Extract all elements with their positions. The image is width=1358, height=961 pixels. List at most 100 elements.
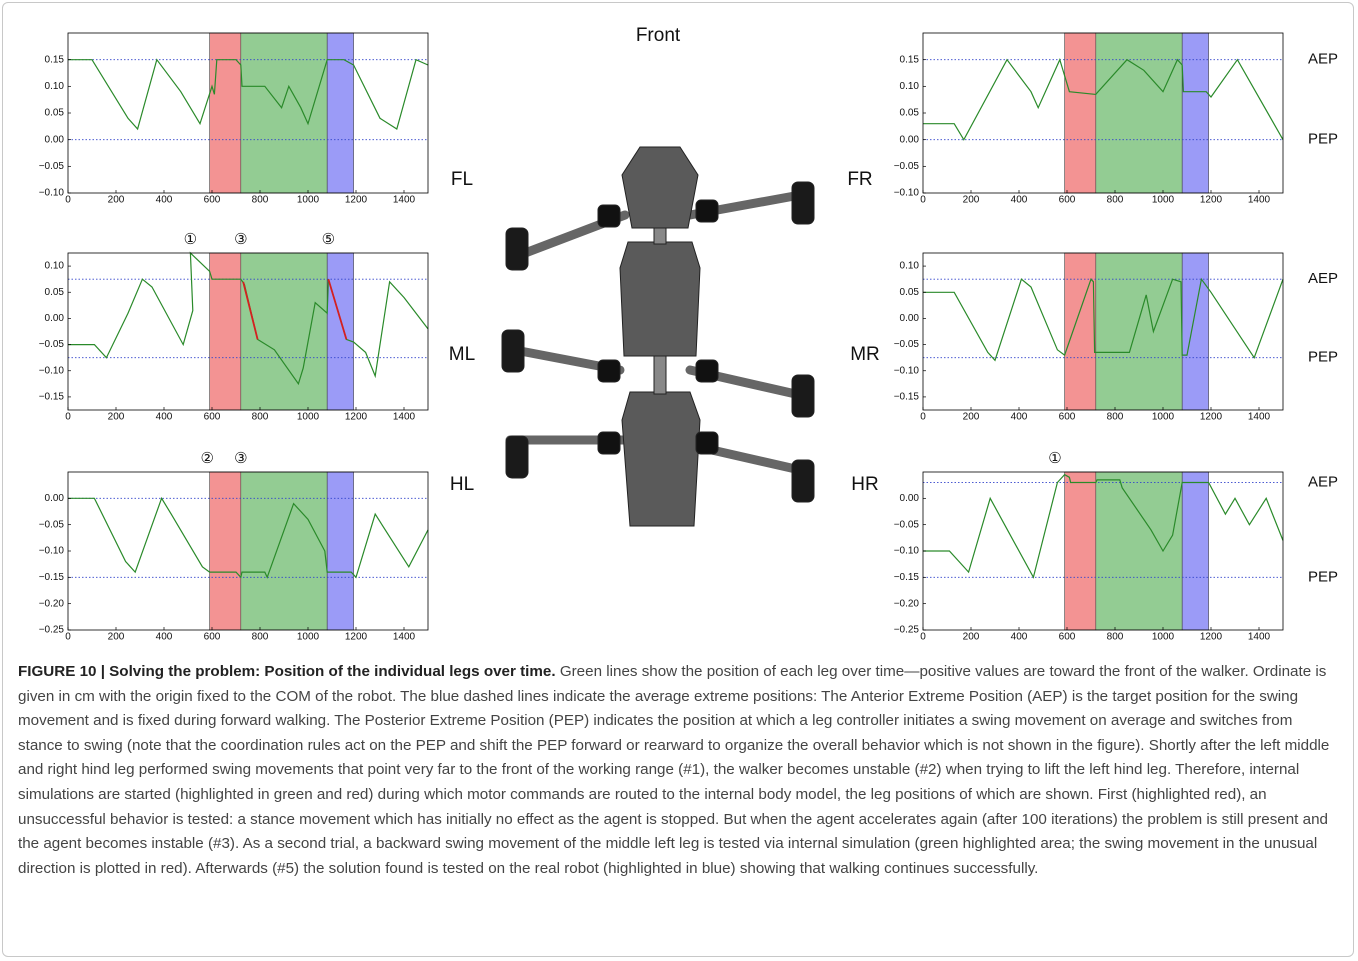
robot-illustration	[501, 146, 815, 527]
highlight-span	[1181, 32, 1209, 194]
x-tick-label: 1200	[345, 632, 368, 643]
highlight-span	[1095, 252, 1183, 411]
y-tick-label: −0.10	[894, 365, 920, 376]
x-tick-label: 1000	[1152, 632, 1175, 643]
x-tick-label: 0	[920, 195, 926, 206]
x-tick-label: 400	[1011, 632, 1028, 643]
x-tick-label: 1400	[393, 632, 416, 643]
event-marker: ①	[184, 231, 197, 248]
x-tick-label: 400	[156, 412, 173, 423]
axes-frame	[67, 252, 429, 411]
leg-position-line	[68, 496, 429, 579]
highlight-span	[326, 471, 354, 631]
highlight-span	[1181, 252, 1209, 411]
y-tick-label: −0.05	[894, 339, 920, 350]
leg-position-line	[68, 58, 429, 131]
x-tick-label: 1400	[1248, 195, 1271, 206]
event-marker: ①	[1048, 450, 1061, 467]
x-tick-label: 1400	[393, 195, 416, 206]
y-tick-label: −0.15	[39, 392, 65, 403]
leg-position-line	[327, 278, 348, 340]
y-tick-label: −0.10	[39, 546, 65, 557]
highlight-span	[1064, 471, 1097, 631]
x-tick-label: 600	[204, 632, 221, 643]
caption: FIGURE 10 | Solving the problem: Positio…	[18, 660, 1340, 881]
y-tick-label: −0.05	[894, 161, 920, 172]
y-tick-label: −0.25	[39, 625, 65, 636]
y-tick-label: 0.05	[45, 287, 65, 298]
x-tick-label: 600	[204, 412, 221, 423]
y-tick-label: −0.10	[894, 546, 920, 557]
x-tick-label: 800	[1107, 412, 1124, 423]
x-tick-label: 0	[920, 412, 926, 423]
leg-label: ML	[449, 344, 475, 365]
y-tick-label: 0.00	[45, 313, 65, 324]
x-tick-label: 1400	[393, 412, 416, 423]
x-tick-label: 200	[108, 412, 125, 423]
x-tick-label: 1000	[297, 412, 320, 423]
figure: Front 0 200 400 600 800 1000 1200 1400 −0.10 −0.0…	[39, 25, 1338, 643]
reference-label: PEP	[1308, 568, 1338, 585]
x-tick-label: 1200	[1200, 195, 1223, 206]
y-tick-label: −0.15	[39, 572, 65, 583]
y-tick-label: −0.10	[39, 365, 65, 376]
y-tick-label: 0.00	[45, 493, 65, 504]
leg-position-line	[242, 281, 259, 340]
x-tick-label: 200	[963, 632, 980, 643]
highlight-span	[1064, 252, 1097, 411]
y-tick-label: 0.00	[900, 134, 920, 145]
x-tick-label: 1200	[345, 412, 368, 423]
highlight-span	[1181, 471, 1209, 631]
x-tick-label: 200	[108, 195, 125, 206]
leg-position-line	[923, 57, 1284, 141]
x-tick-label: 1200	[1200, 632, 1223, 643]
y-tick-label: 0.10	[900, 261, 920, 272]
y-tick-label: 0.15	[900, 54, 920, 65]
x-tick-label: 400	[156, 195, 173, 206]
leg-label: FL	[451, 169, 473, 190]
x-tick-label: 0	[920, 632, 926, 643]
reference-label: AEP	[1308, 270, 1338, 287]
y-tick-label: −0.05	[39, 161, 65, 172]
x-tick-label: 600	[204, 195, 221, 206]
panel: AEP PEP 0 200 400 600 800 1000 1200 1400 −0.15 −0.1…	[850, 252, 1338, 423]
x-tick-label: 800	[1107, 632, 1124, 643]
highlight-span	[1095, 471, 1183, 631]
x-tick-label: 1200	[345, 195, 368, 206]
x-tick-label: 200	[963, 195, 980, 206]
y-tick-label: −0.20	[894, 598, 920, 609]
caption-title: FIGURE 10 | Solving the problem: Positio…	[18, 663, 556, 680]
x-tick-label: 800	[252, 412, 269, 423]
y-tick-label: −0.25	[894, 625, 920, 636]
y-tick-label: −0.15	[894, 572, 920, 583]
x-tick-label: 800	[252, 195, 269, 206]
x-tick-label: 800	[1107, 195, 1124, 206]
reference-label: PEP	[1308, 131, 1338, 148]
x-tick-label: 800	[252, 632, 269, 643]
y-tick-label: 0.05	[900, 108, 920, 119]
x-tick-label: 0	[65, 195, 71, 206]
y-tick-label: −0.15	[894, 392, 920, 403]
y-tick-label: 0.00	[900, 313, 920, 324]
x-tick-label: 600	[1059, 195, 1076, 206]
x-tick-label: 1000	[1152, 412, 1175, 423]
leg-label: MR	[850, 344, 880, 365]
panel: AEP PEP 0 200 400 600 800 1000 1200 1400 −0.25 −0.2…	[851, 450, 1338, 643]
x-tick-label: 200	[963, 412, 980, 423]
x-tick-label: 400	[1011, 195, 1028, 206]
y-tick-label: −0.05	[39, 339, 65, 350]
y-tick-label: 0.15	[45, 54, 65, 65]
y-tick-label: −0.10	[894, 188, 920, 199]
y-tick-label: 0.05	[45, 108, 65, 119]
highlight-span	[240, 471, 328, 631]
panel: 0 200 400 600 800 1000 1200 1400 −0.25 −0.20 −0.15…	[39, 450, 474, 643]
y-tick-label: 0.00	[900, 493, 920, 504]
x-tick-label: 600	[1059, 412, 1076, 423]
y-tick-label: −0.20	[39, 598, 65, 609]
leg-position-line	[923, 277, 1284, 362]
y-tick-label: −0.05	[894, 519, 920, 530]
highlight-span	[1064, 32, 1097, 194]
x-tick-label: 1000	[297, 632, 320, 643]
highlight-span	[209, 252, 242, 411]
